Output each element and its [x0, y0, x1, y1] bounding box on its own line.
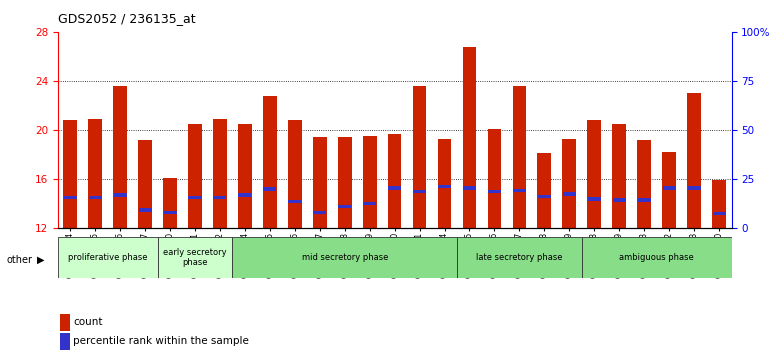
Bar	[463, 186, 476, 189]
Bar	[188, 124, 202, 228]
Text: count: count	[73, 317, 102, 327]
Bar	[288, 120, 302, 228]
Bar	[457, 237, 582, 278]
Bar	[687, 93, 701, 228]
Text: early secretory
phase: early secretory phase	[163, 248, 227, 267]
Bar	[513, 86, 526, 228]
Text: ambiguous phase: ambiguous phase	[619, 253, 694, 262]
Bar	[438, 185, 451, 188]
Bar	[663, 186, 675, 189]
Bar	[338, 205, 351, 208]
Bar	[712, 212, 725, 215]
Bar	[388, 134, 401, 228]
Bar	[64, 196, 77, 199]
Bar	[163, 178, 177, 228]
Bar	[338, 137, 352, 228]
Bar	[582, 237, 732, 278]
Bar	[513, 189, 526, 192]
Text: ▶: ▶	[37, 255, 45, 265]
Bar	[58, 237, 158, 278]
Bar	[313, 137, 326, 228]
Text: mid secretory phase: mid secretory phase	[302, 253, 388, 262]
Bar	[413, 86, 427, 228]
Bar	[239, 193, 252, 197]
Bar	[238, 124, 252, 228]
Bar	[363, 136, 377, 228]
Bar	[263, 187, 276, 191]
Bar	[638, 140, 651, 228]
Bar	[638, 198, 651, 202]
Bar	[63, 120, 77, 228]
Bar	[213, 119, 227, 228]
Bar	[413, 190, 426, 193]
Bar	[487, 129, 501, 228]
Bar	[313, 211, 326, 214]
Bar	[288, 200, 301, 203]
Bar	[363, 202, 377, 205]
Bar	[263, 96, 276, 228]
Bar	[488, 190, 501, 193]
Bar	[662, 152, 676, 228]
Bar	[537, 195, 551, 198]
Text: other: other	[6, 255, 32, 265]
Bar	[463, 47, 477, 228]
Bar	[712, 181, 726, 228]
Text: GDS2052 / 236135_at: GDS2052 / 236135_at	[58, 12, 196, 25]
Bar	[89, 119, 102, 228]
Text: percentile rank within the sample: percentile rank within the sample	[73, 336, 249, 346]
Bar	[139, 208, 152, 212]
Bar	[114, 193, 126, 197]
Bar	[139, 140, 152, 228]
Bar	[388, 186, 401, 189]
Bar	[613, 198, 626, 202]
Bar	[588, 197, 601, 201]
Bar	[189, 196, 202, 199]
Bar	[563, 192, 576, 196]
Text: late secretory phase: late secretory phase	[476, 253, 563, 262]
Bar	[213, 196, 226, 199]
Bar	[89, 196, 102, 199]
Bar	[113, 86, 127, 228]
Bar	[437, 139, 451, 228]
Bar	[612, 124, 626, 228]
Bar	[233, 237, 457, 278]
Text: proliferative phase: proliferative phase	[68, 253, 147, 262]
Bar	[158, 237, 233, 278]
Bar	[163, 211, 176, 214]
Bar	[537, 153, 551, 228]
Bar	[688, 186, 701, 189]
Bar	[562, 139, 576, 228]
Bar	[588, 120, 601, 228]
